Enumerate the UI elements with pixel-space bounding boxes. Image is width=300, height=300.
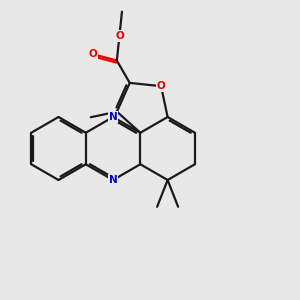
- Text: N: N: [109, 175, 117, 185]
- Text: O: O: [157, 81, 165, 91]
- Text: O: O: [89, 49, 98, 59]
- Text: N: N: [109, 112, 117, 122]
- Text: O: O: [115, 31, 124, 41]
